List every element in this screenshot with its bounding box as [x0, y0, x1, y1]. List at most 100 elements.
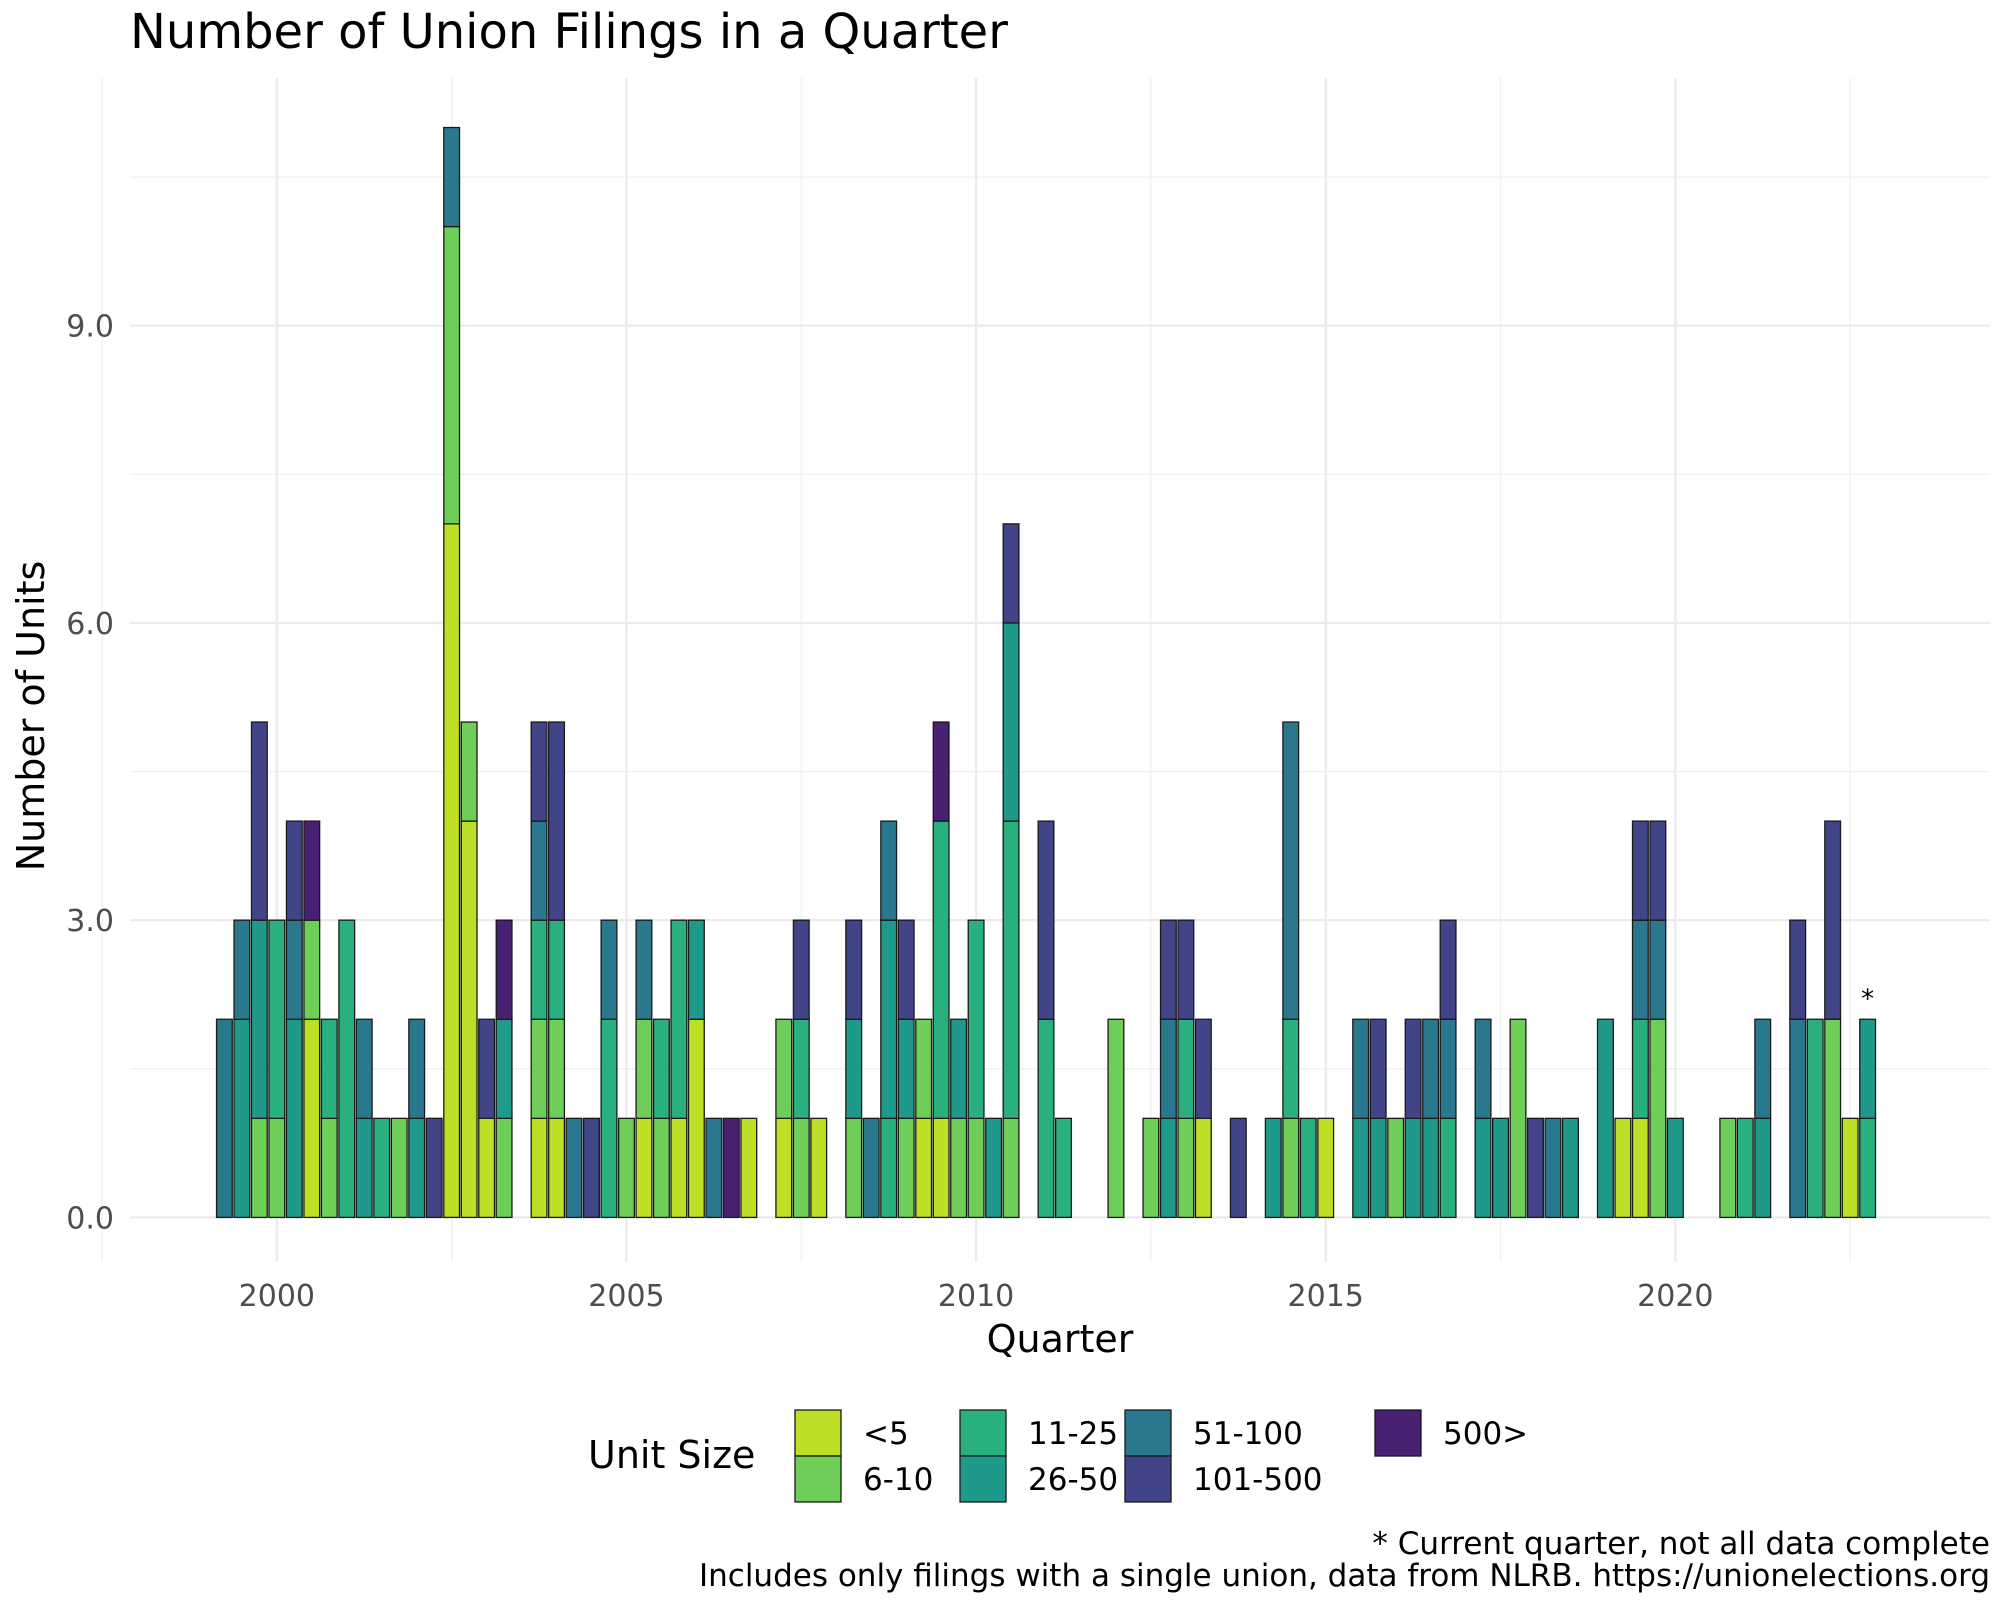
bar-segment [1404, 1117, 1422, 1219]
x-tick-label: 2020 [1637, 1279, 1713, 1314]
grid-lines [101, 78, 1990, 1262]
y-tick-label: 3.0 [66, 904, 114, 939]
bar-segment [443, 225, 461, 525]
bar-segment [478, 1117, 496, 1219]
bar-segment [1859, 1117, 1877, 1219]
legend-swatch [794, 1455, 842, 1503]
bar-segment [1649, 919, 1667, 1020]
bar-segment [303, 919, 321, 1020]
bar-segment [1824, 820, 1842, 1020]
bar-segment [233, 919, 251, 1020]
bar-stack [285, 820, 303, 1219]
bar-segment [285, 1018, 303, 1219]
bar-segment [390, 1117, 408, 1219]
bar-segment [1142, 1117, 1160, 1219]
bar-segment [1107, 1018, 1125, 1219]
bar-stack [1107, 1018, 1125, 1219]
bar-segment [897, 1117, 915, 1219]
y-tick-label: 0.0 [66, 1201, 114, 1236]
bar-stack [338, 919, 356, 1219]
bar-segment [1649, 1018, 1667, 1219]
bar-segment [1282, 1018, 1300, 1119]
legend-label: 101-500 [1193, 1462, 1323, 1498]
bar-segment [897, 919, 915, 1020]
bar-stack [1299, 1117, 1317, 1219]
bar-stack [1439, 919, 1457, 1219]
bar-stack [1649, 820, 1667, 1219]
bar-segment [1509, 1018, 1527, 1219]
bar-segment [950, 1117, 968, 1219]
legend-label: <5 [863, 1416, 909, 1452]
bar-segment [1299, 1117, 1317, 1219]
bar-segment [495, 1117, 513, 1219]
y-tick-label: 6.0 [66, 607, 114, 642]
bar-segment [1544, 1117, 1562, 1219]
bar-segment [1317, 1117, 1335, 1219]
bar-segment [250, 919, 268, 1119]
bar-stack [932, 721, 950, 1219]
bar-stack [687, 919, 705, 1219]
bar-stack [530, 721, 548, 1219]
x-tick-label: 2005 [588, 1279, 664, 1314]
y-axis-title: Number of Units [9, 561, 53, 872]
bars [215, 126, 1877, 1219]
bar-stack [1054, 1117, 1073, 1219]
legend: Unit Size <5 6-10 11-25 26-50 51-100 101-500 5… [588, 1409, 1528, 1503]
bar-segment [740, 1117, 758, 1219]
bar-segment [635, 1117, 653, 1219]
bar-segment [1422, 1018, 1440, 1119]
bar-segment [495, 1018, 513, 1119]
bar-segment [408, 1018, 426, 1119]
bar-stack [950, 1018, 968, 1219]
bar-stack [897, 919, 915, 1219]
bar-stack [670, 919, 688, 1219]
bar-stack [740, 1117, 758, 1219]
bar-segment [670, 919, 688, 1119]
bar-segment [1859, 1018, 1877, 1119]
bar-segment [932, 721, 950, 822]
bar-stack [1509, 1018, 1527, 1219]
bar-segment [1194, 1117, 1212, 1219]
bar-stack [1806, 1018, 1824, 1219]
legend-label: 51-100 [1193, 1416, 1303, 1452]
bar-stack [1561, 1117, 1579, 1219]
bar-segment [1754, 1117, 1772, 1219]
bar-segment [285, 820, 303, 921]
bar-segment [1037, 1018, 1055, 1219]
bar-segment [1824, 1018, 1842, 1219]
bar-segment [1177, 1117, 1195, 1219]
bar-segment [1422, 1117, 1440, 1219]
bar-annotation: * [1861, 984, 1874, 1014]
bar-stack [1474, 1018, 1492, 1219]
bar-stack [443, 126, 461, 1219]
caption: Includes only filings with a single unio… [699, 1558, 1990, 1594]
bar-segment [652, 1018, 670, 1119]
bar-segment [320, 1117, 338, 1219]
legend-item: <5 [794, 1409, 909, 1457]
bar-segment [425, 1117, 443, 1219]
x-axis-ticks: 2000 2005 2010 2015 2020 [239, 1279, 1714, 1314]
legend-items: <5 6-10 11-25 26-50 51-100 101-500 500> [794, 1409, 1528, 1503]
bar-stack [1317, 1117, 1335, 1219]
bar-segment [250, 721, 268, 921]
y-axis-ticks: 0.0 3.0 6.0 9.0 [66, 310, 114, 1237]
bar-segment [1631, 1117, 1649, 1219]
bar-segment [460, 820, 478, 1219]
bar-segment [1352, 1018, 1370, 1119]
bar-segment [1439, 1018, 1457, 1119]
bar-segment [1719, 1117, 1737, 1219]
bar-segment [268, 1117, 286, 1219]
bar-stack [1194, 1018, 1212, 1219]
bar-segment [1474, 1018, 1492, 1119]
bar-stack [705, 1117, 723, 1219]
bar-stack [1352, 1018, 1370, 1219]
bar-segment [443, 523, 461, 1219]
bar-segment [1614, 1117, 1632, 1219]
bar-stack [1614, 1117, 1632, 1219]
bar-segment [1439, 919, 1457, 1020]
bar-segment [582, 1117, 601, 1219]
bar-stack [810, 1117, 828, 1219]
bar-stack [617, 1117, 635, 1219]
bar-segment [1159, 1117, 1177, 1219]
